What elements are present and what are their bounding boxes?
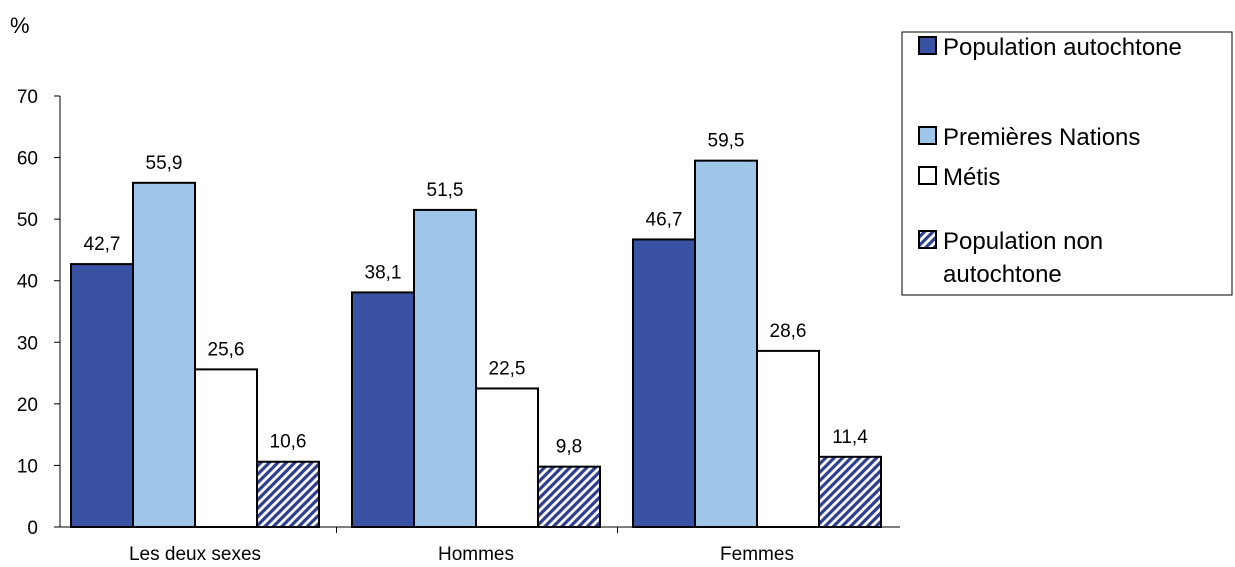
data-label: 38,1 <box>365 262 402 283</box>
bar <box>413 208 477 529</box>
legend-swatch <box>918 36 937 55</box>
legend-swatch <box>918 230 937 249</box>
x-category-label: Les deux sexes <box>129 544 261 565</box>
y-tick-label: 70 <box>17 87 38 108</box>
bar <box>70 263 134 528</box>
bar <box>818 455 882 528</box>
legend-label: autochtone <box>943 261 1062 288</box>
legend: Population autochtone Premières Nations Mé… <box>901 31 1233 296</box>
bar <box>537 465 601 529</box>
legend-label: Premières Nations <box>943 124 1140 151</box>
data-labels: 42,7 55,9 25,6 10,6 38,1 51,5 22,5 9,8 46,7 59,5 2… <box>84 131 869 458</box>
data-label: 10,6 <box>270 432 307 453</box>
data-label: 25,6 <box>208 339 245 360</box>
y-tick-label: 30 <box>17 333 38 354</box>
data-label: 46,7 <box>646 209 683 230</box>
y-tick-label: 60 <box>17 149 38 170</box>
legend-box <box>901 31 1233 296</box>
data-label: 11,4 <box>832 427 868 448</box>
legend-label: Population non <box>943 228 1103 255</box>
data-label: 59,5 <box>708 131 745 152</box>
axes: 0 10 20 30 40 50 60 70 Les deux sexes Hommes Femme… <box>17 87 900 565</box>
legend-swatch <box>918 126 937 145</box>
bars <box>70 159 882 529</box>
y-tick-label: 50 <box>17 210 38 231</box>
data-label: 9,8 <box>556 437 582 458</box>
data-label: 55,9 <box>146 153 183 174</box>
bar <box>756 349 820 528</box>
bar <box>132 181 196 529</box>
y-axis-unit-label: % <box>10 13 30 38</box>
y-tick-label: 40 <box>17 272 38 293</box>
data-label: 51,5 <box>427 180 464 201</box>
bar <box>632 238 696 528</box>
bar <box>694 159 758 528</box>
bar <box>351 291 415 529</box>
bar <box>194 368 258 528</box>
data-label: 28,6 <box>770 321 807 342</box>
legend-label: Métis <box>943 164 1000 191</box>
y-tick-label: 20 <box>17 395 38 416</box>
y-tick-label: 10 <box>17 456 38 477</box>
x-category-label: Femmes <box>720 544 794 565</box>
y-tick-label: 0 <box>27 518 38 539</box>
bar <box>475 387 539 529</box>
data-label: 42,7 <box>84 234 121 255</box>
x-category-label: Hommes <box>438 544 514 565</box>
legend-swatch <box>918 166 937 185</box>
bar <box>256 460 320 528</box>
data-label: 22,5 <box>489 358 526 379</box>
legend-label: Population autochtone <box>943 34 1182 61</box>
